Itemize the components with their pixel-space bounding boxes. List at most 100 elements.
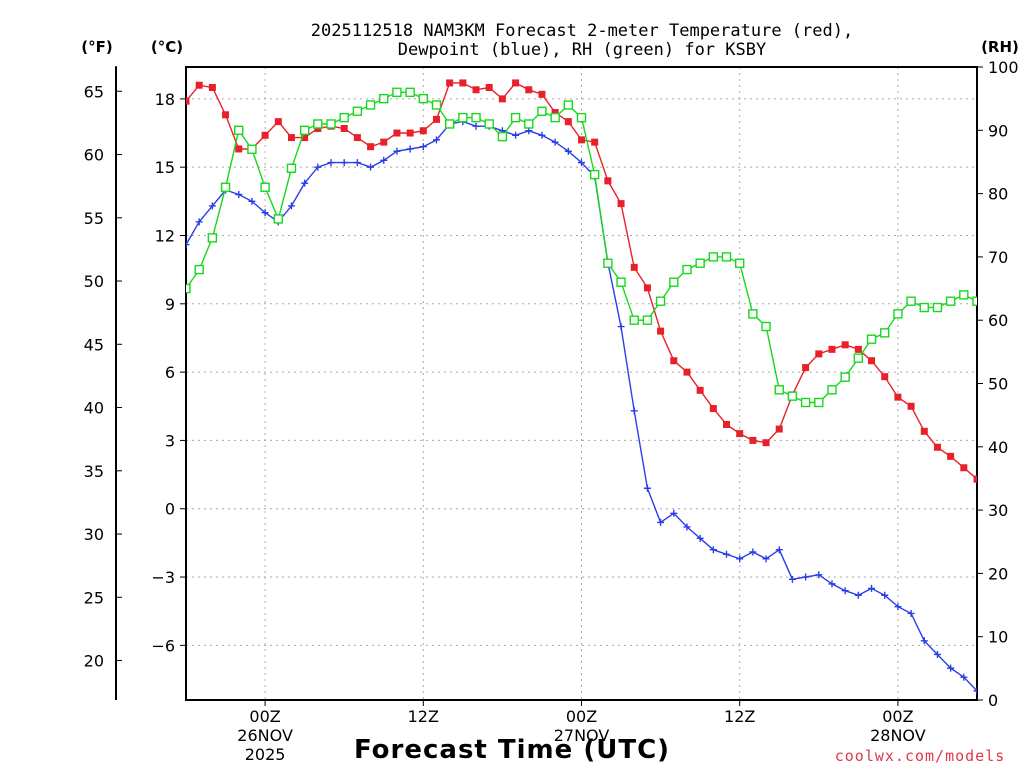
rh-point xyxy=(576,112,587,123)
rh-point xyxy=(365,100,376,110)
rh-tick-label: 10 xyxy=(988,628,1008,647)
celsius-unit-label: (°C) xyxy=(151,38,183,56)
dewpoint-point xyxy=(314,163,322,171)
temperature-point xyxy=(432,115,440,123)
time-tick-date: 27NOV xyxy=(554,726,610,745)
dewpoint-point xyxy=(947,664,955,672)
rh-point xyxy=(431,100,442,110)
rh-point xyxy=(326,119,336,129)
dewpoint-point xyxy=(186,241,190,249)
celsius-tick-label: 9 xyxy=(165,295,175,314)
dewpoint-point xyxy=(538,131,546,139)
time-tick-date: 26NOV xyxy=(237,726,293,745)
dewpoint-point xyxy=(472,122,480,130)
dewpoint-point xyxy=(907,609,915,617)
temperature-point xyxy=(657,327,665,335)
rh-point xyxy=(880,328,890,338)
rh-point xyxy=(735,258,745,268)
temperature-point xyxy=(186,97,190,105)
rh-point xyxy=(207,233,218,243)
temperature-point xyxy=(274,118,282,126)
fahrenheit-tick-label: 55 xyxy=(84,209,104,228)
temperature-point xyxy=(591,138,599,146)
rh-point xyxy=(352,106,363,117)
temperature-point xyxy=(287,134,295,142)
dewpoint-point xyxy=(815,571,823,579)
rh-point xyxy=(444,119,455,129)
temperature-point xyxy=(604,177,612,185)
rh-point xyxy=(616,277,626,287)
rh-point xyxy=(945,296,956,306)
temperature-point xyxy=(643,284,651,292)
rh-point xyxy=(497,131,508,142)
rh-point xyxy=(932,302,943,313)
rh-point xyxy=(840,372,850,382)
dewpoint-point xyxy=(868,584,876,592)
temperature-point xyxy=(406,129,414,137)
rh-unit-label: (RH) xyxy=(981,38,1019,56)
rh-point xyxy=(761,321,771,332)
rh-point xyxy=(510,112,521,123)
temperature-point xyxy=(485,83,493,91)
temperature-point xyxy=(894,393,902,401)
temperature-point xyxy=(261,131,269,139)
rh-tick-label: 50 xyxy=(988,375,1008,394)
x-axis-title: Forecast Time (UTC) xyxy=(354,735,670,765)
dewpoint-point xyxy=(723,550,731,558)
fahrenheit-tick-label: 50 xyxy=(84,272,104,291)
dewpoint-point xyxy=(367,163,375,171)
rh-point xyxy=(186,283,191,294)
rh-point xyxy=(379,93,389,104)
rh-point xyxy=(866,334,877,344)
temperature-point xyxy=(551,109,559,117)
celsius-tick-label: 18 xyxy=(155,90,175,109)
time-tick-year: 2025 xyxy=(245,745,286,764)
rh-point xyxy=(959,290,969,300)
rh-tick-label: 0 xyxy=(988,691,998,710)
rh-point xyxy=(695,258,705,268)
temperature-point xyxy=(578,136,585,144)
fahrenheit-tick-label: 25 xyxy=(84,588,104,607)
fahrenheit-tick-label: 45 xyxy=(84,335,104,354)
rh-point xyxy=(260,182,270,192)
rh-point xyxy=(339,112,349,123)
temperature-point xyxy=(854,345,862,353)
dewpoint-point xyxy=(301,179,309,187)
dewpoint-point xyxy=(670,509,678,517)
temperature-point xyxy=(762,439,770,447)
temperature-point xyxy=(723,420,731,428)
temperature-point xyxy=(960,464,968,472)
rh-point xyxy=(484,119,494,129)
time-tick-label: 12Z xyxy=(724,707,755,726)
celsius-tick-label: 12 xyxy=(155,226,175,245)
dewpoint-point xyxy=(353,159,361,167)
temperature-point xyxy=(775,425,783,433)
rh-point xyxy=(800,397,811,408)
rh-point xyxy=(603,258,613,268)
dewpoint-point xyxy=(736,555,744,563)
rh-point xyxy=(682,264,692,275)
rh-point xyxy=(972,296,977,306)
temperature-point xyxy=(222,111,230,119)
dewpoint-point xyxy=(709,546,717,554)
dewpoint-point xyxy=(775,546,783,554)
temperature-point xyxy=(815,350,823,358)
temperature-point xyxy=(301,134,309,142)
dewpoint-point xyxy=(788,575,796,583)
temperature-point xyxy=(736,430,744,438)
dewpoint-point xyxy=(894,603,902,611)
temperature-point xyxy=(195,81,203,89)
temperature-point xyxy=(841,341,849,349)
rh-point xyxy=(655,296,666,306)
rh-point xyxy=(220,182,231,192)
celsius-tick-label: −3 xyxy=(151,568,175,587)
rh-point xyxy=(247,144,257,154)
rh-point xyxy=(418,93,428,104)
rh-point xyxy=(563,100,574,110)
rh-point xyxy=(458,112,468,123)
temperature-point xyxy=(353,134,361,142)
fahrenheit-axis: 65 60 55 50 45 40 35 30 25 20 xyxy=(84,66,122,700)
dewpoint-point xyxy=(512,131,520,139)
rh-point xyxy=(893,309,903,319)
